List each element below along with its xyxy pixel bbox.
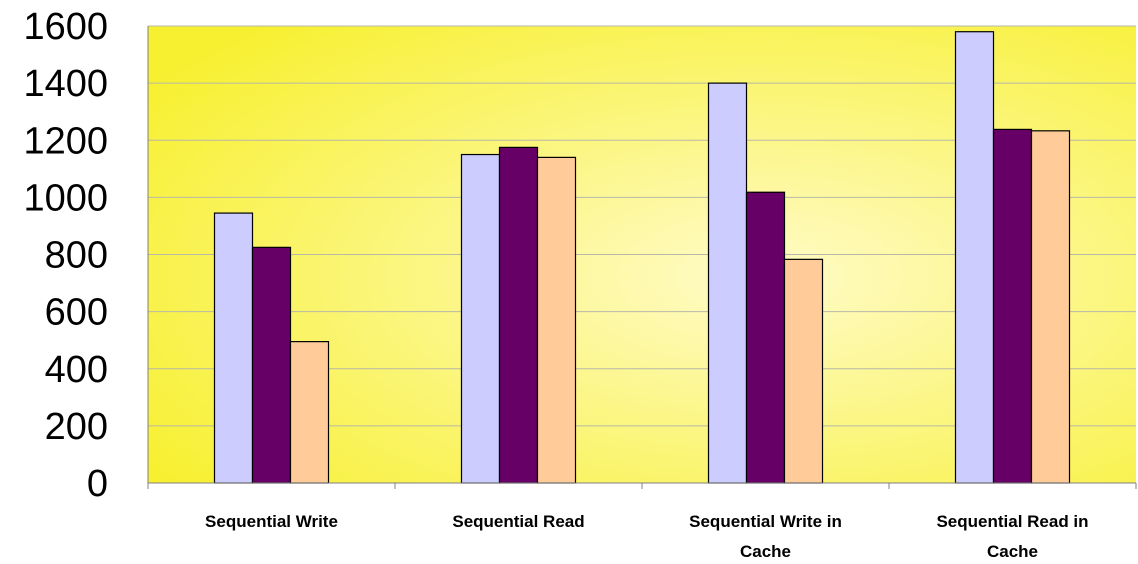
x-category-label: Sequential Write — [205, 512, 338, 531]
bar — [251, 246, 292, 484]
x-category-label-line: Sequential Read — [452, 512, 584, 531]
x-category-label-line: Sequential Read in — [936, 512, 1088, 531]
x-category-label-line: Cache — [740, 542, 791, 561]
bar — [213, 212, 254, 484]
x-category-label-line: Sequential Write — [205, 512, 338, 531]
x-category-label: Sequential Read — [452, 512, 584, 531]
x-category-label-line: Sequential Write in — [689, 512, 842, 531]
y-tick-label: 400 — [45, 349, 108, 391]
bar — [783, 258, 824, 484]
y-tick-label: 200 — [45, 406, 108, 448]
bar — [745, 191, 786, 484]
bar — [707, 82, 748, 484]
y-tick-label: 1400 — [23, 63, 108, 105]
bars — [213, 31, 1071, 484]
bar — [536, 156, 577, 484]
bar — [498, 146, 539, 484]
bar — [954, 31, 995, 484]
axes — [147, 26, 1137, 489]
bar — [992, 128, 1033, 484]
x-category-label: Sequential Read in Cache — [936, 512, 1088, 561]
y-tick-label: 1200 — [23, 120, 108, 162]
labels: 0 200 400 600 800 1000 1200 1400 1600 Sequential … — [23, 6, 1088, 561]
y-tick-label: 800 — [45, 235, 108, 277]
y-tick-label: 0 — [87, 463, 108, 505]
y-tick-label: 600 — [45, 292, 108, 334]
y-tick-label: 1000 — [23, 177, 108, 219]
x-category-label-line: Cache — [987, 542, 1038, 561]
bar — [1030, 130, 1071, 484]
x-category-label: Sequential Write in Cache — [689, 512, 842, 561]
y-tick-label: 1600 — [23, 6, 108, 48]
bar — [289, 341, 330, 484]
bar — [460, 153, 501, 484]
